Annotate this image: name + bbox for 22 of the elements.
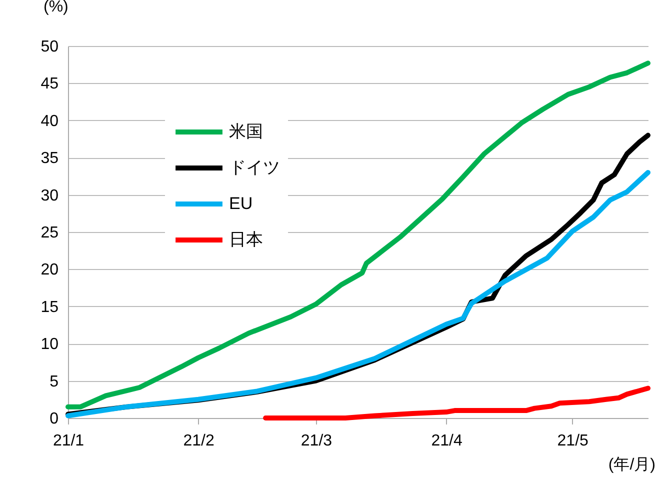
y-axis-title: (%) bbox=[44, 0, 68, 16]
y-tick-label: 15 bbox=[40, 298, 59, 316]
y-tick-label: 30 bbox=[40, 187, 59, 204]
y-tick-label: 20 bbox=[40, 262, 59, 279]
x-tick-label: 21/4 bbox=[431, 432, 462, 450]
y-tick-label: 0 bbox=[50, 410, 59, 428]
legend-label: 米国 bbox=[229, 122, 263, 141]
x-tick-label: 21/3 bbox=[300, 432, 332, 450]
y-tick-label: 25 bbox=[40, 224, 59, 242]
y-tick-label: 40 bbox=[40, 112, 59, 130]
y-tick-label: 5 bbox=[50, 373, 59, 390]
x-tick-label: 21/5 bbox=[557, 432, 589, 450]
legend-label: 日本 bbox=[229, 230, 263, 249]
legend-label: ドイツ bbox=[229, 158, 280, 177]
x-tick-label: 21/1 bbox=[52, 432, 84, 450]
x-axis-title: (年/月) bbox=[608, 456, 655, 474]
legend-label: EU bbox=[229, 194, 253, 213]
y-tick-label: 45 bbox=[40, 76, 59, 93]
y-tick-label: 50 bbox=[40, 38, 59, 56]
y-tick-label: 35 bbox=[40, 150, 59, 168]
y-tick-label: 10 bbox=[40, 336, 59, 354]
x-tick-label: 21/2 bbox=[183, 432, 214, 450]
